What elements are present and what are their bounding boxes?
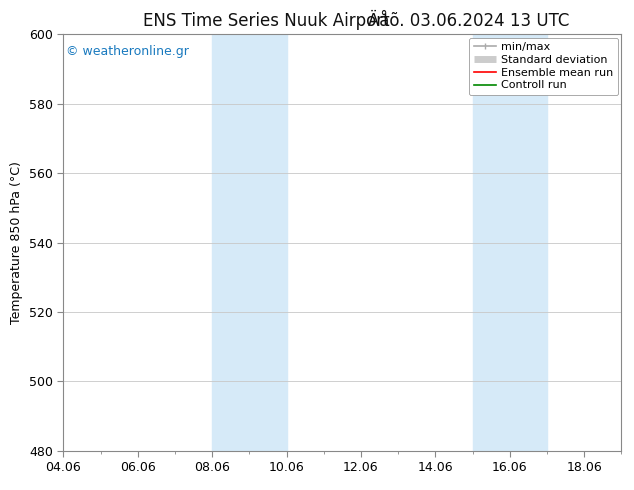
Y-axis label: Temperature 850 hPa (°C): Temperature 850 hPa (°C) [10,161,23,324]
Text: ENS Time Series Nuuk Airport: ENS Time Series Nuuk Airport [143,12,389,30]
Bar [472,34,547,451]
Text: © weatheronline.gr: © weatheronline.gr [66,45,189,58]
Text: Äåõ. 03.06.2024 13 UTC: Äåõ. 03.06.2024 13 UTC [368,12,570,30]
Legend: min/max, Standard deviation, Ensemble mean run, Controll run: min/max, Standard deviation, Ensemble me… [469,38,618,95]
Bar [212,34,287,451]
